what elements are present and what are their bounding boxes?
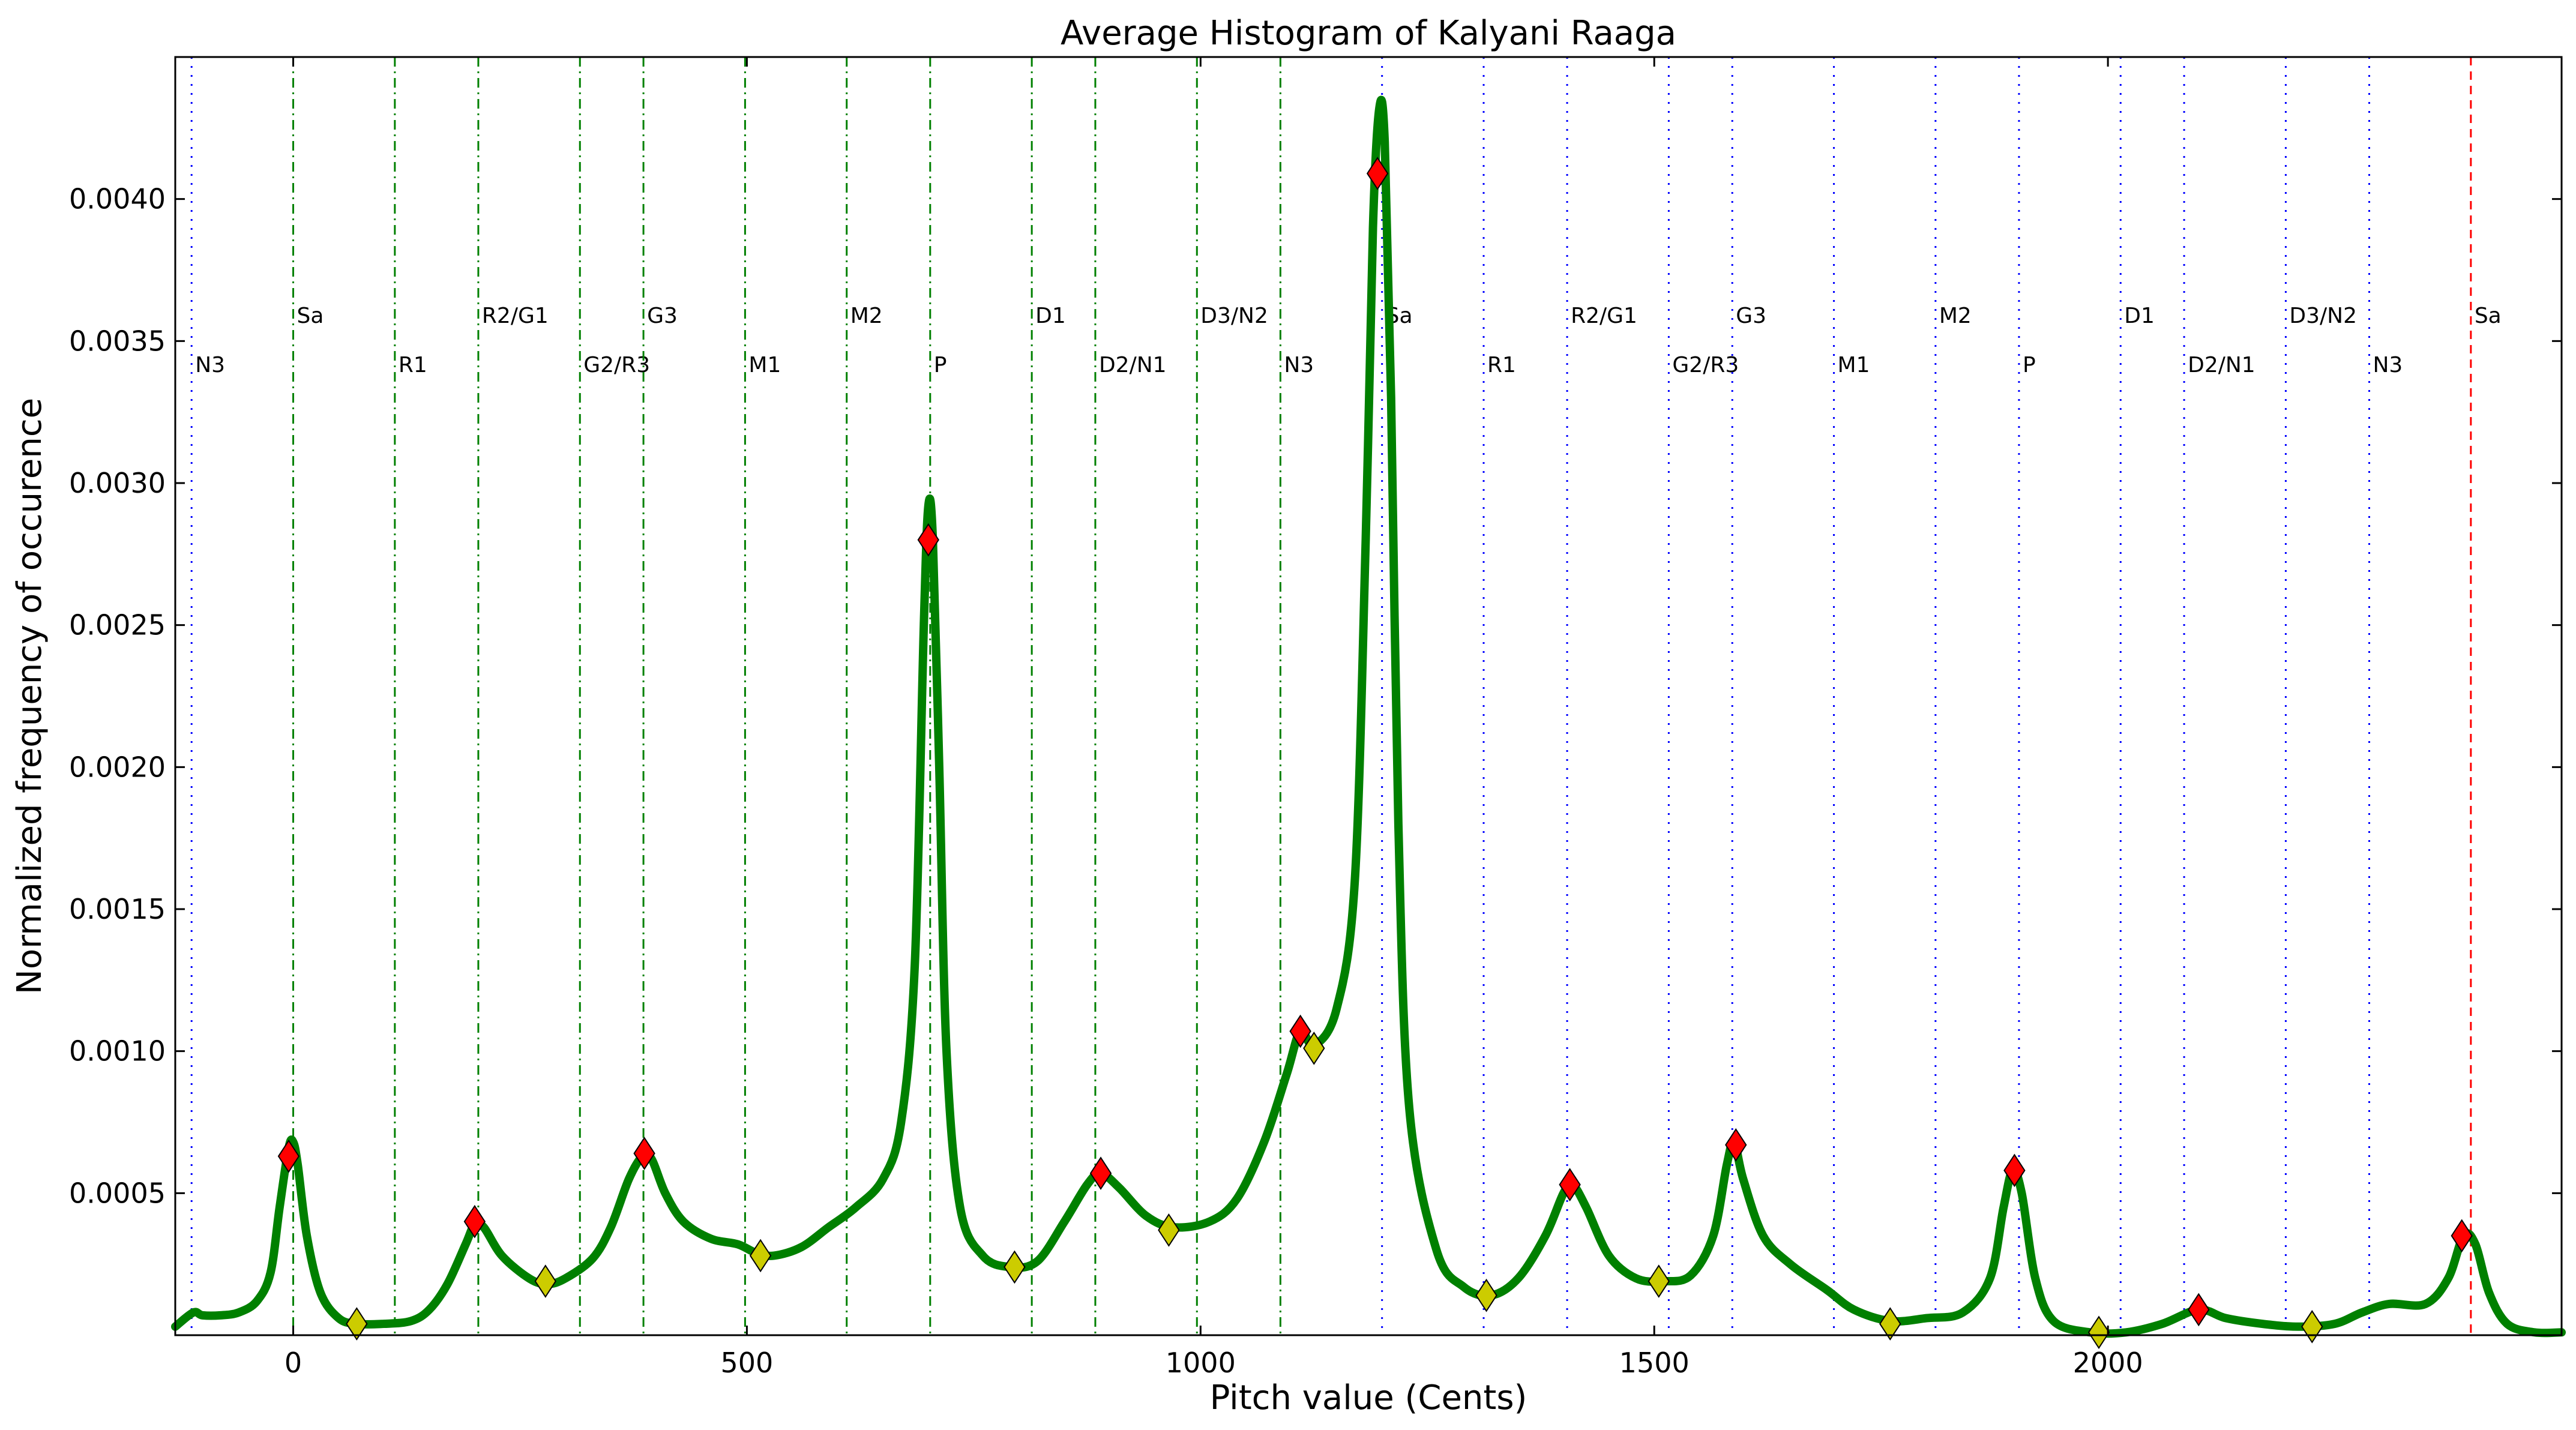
- y-tick-label: 0.0040: [69, 183, 166, 215]
- peak-marker: [1089, 1156, 1112, 1191]
- peak-marker: [1366, 157, 1389, 190]
- swara-label: Sa: [297, 304, 324, 328]
- valley-marker: [1648, 1264, 1670, 1298]
- peak-marker: [633, 1137, 655, 1170]
- swara-label: D1: [2124, 304, 2155, 328]
- valley-marker: [1158, 1213, 1180, 1247]
- plot-frame: [174, 56, 2563, 1336]
- swara-label: D2/N1: [2188, 353, 2256, 377]
- peak-marker: [917, 523, 939, 557]
- swara-label: D3/N2: [2289, 304, 2357, 328]
- valley-marker: [1879, 1307, 1901, 1341]
- swara-label: G3: [647, 304, 678, 328]
- swara-label: P: [2023, 353, 2036, 377]
- chart-title: Average Histogram of Kalyani Raaga: [1061, 14, 1676, 53]
- x-axis-label: Pitch value (Cents): [1210, 1378, 1527, 1417]
- swara-label: R2/G1: [482, 304, 549, 328]
- valley-marker: [1475, 1278, 1497, 1312]
- swara-label: N3: [2373, 353, 2403, 377]
- y-tick-label: 0.0010: [69, 1035, 166, 1068]
- swara-label: R1: [399, 353, 427, 377]
- y-tick-label: 0.0030: [69, 467, 166, 499]
- swara-label: M1: [1838, 353, 1870, 377]
- peak-marker: [277, 1139, 300, 1173]
- swara-label: D2/N1: [1099, 353, 1167, 377]
- histogram-curve: [171, 95, 2566, 1338]
- peak-marker: [1725, 1128, 1747, 1162]
- y-tick-label: 0.0035: [69, 325, 166, 357]
- peak-marker: [1289, 1014, 1311, 1048]
- x-tick-label: 1000: [1166, 1347, 1236, 1379]
- peak-marker: [2003, 1153, 2026, 1188]
- swara-label: M2: [850, 304, 883, 328]
- peak-marker: [463, 1204, 486, 1239]
- swara-label: N3: [195, 353, 225, 377]
- y-tick-label: 0.0015: [69, 893, 166, 925]
- valley-marker: [346, 1307, 368, 1341]
- valley-marker: [1303, 1032, 1325, 1065]
- swara-label: R2/G1: [1571, 304, 1637, 328]
- y-axis-ticks: 0.0005 0.0010 0.0015 0.0020 0.0025 0.0030 0.00…: [69, 183, 2562, 1209]
- peak-marker: [2188, 1293, 2210, 1327]
- swara-label: Sa: [2475, 304, 2502, 328]
- x-tick-label: 0: [284, 1347, 302, 1379]
- valley-marker: [749, 1239, 772, 1273]
- swara-label: P: [934, 353, 947, 377]
- swara-label: M1: [748, 353, 781, 377]
- y-tick-label: 0.0005: [69, 1177, 166, 1209]
- swara-label: G2/R3: [583, 353, 650, 377]
- swara-label: M2: [1939, 304, 1972, 328]
- swara-label: G2/R3: [1672, 353, 1739, 377]
- swara-label: N3: [1284, 353, 1314, 377]
- peak-marker: [1559, 1168, 1581, 1201]
- peak-marker: [2451, 1219, 2473, 1253]
- valley-marker: [2087, 1315, 2110, 1350]
- y-axis-label: Normalized frequency of occurence: [10, 398, 49, 994]
- x-axis-ticks: 0 500 1000 1500 2000: [284, 57, 2143, 1379]
- y-tick-label: 0.0020: [69, 751, 166, 783]
- valley-marker: [1004, 1250, 1026, 1284]
- x-tick-label: 2000: [2073, 1347, 2143, 1379]
- valley-marker: [534, 1264, 557, 1298]
- swara-label: D3/N2: [1200, 304, 1268, 328]
- swara-label: R1: [1487, 353, 1516, 377]
- y-tick-label: 0.0025: [69, 609, 166, 641]
- swara-label: D1: [1035, 304, 1066, 328]
- reference-lines: N3 Sa R1 R2/G1 G2/R3 G3 M1 M2 P D1 D2/N1 D3/N2 N3 Sa R…: [190, 57, 2502, 1335]
- marker-layer: [277, 157, 2473, 1350]
- histogram-curve-layer: [171, 95, 2566, 1338]
- swara-label: G3: [1736, 304, 1766, 328]
- x-tick-label: 1500: [1619, 1347, 1690, 1379]
- x-tick-label: 500: [721, 1347, 774, 1379]
